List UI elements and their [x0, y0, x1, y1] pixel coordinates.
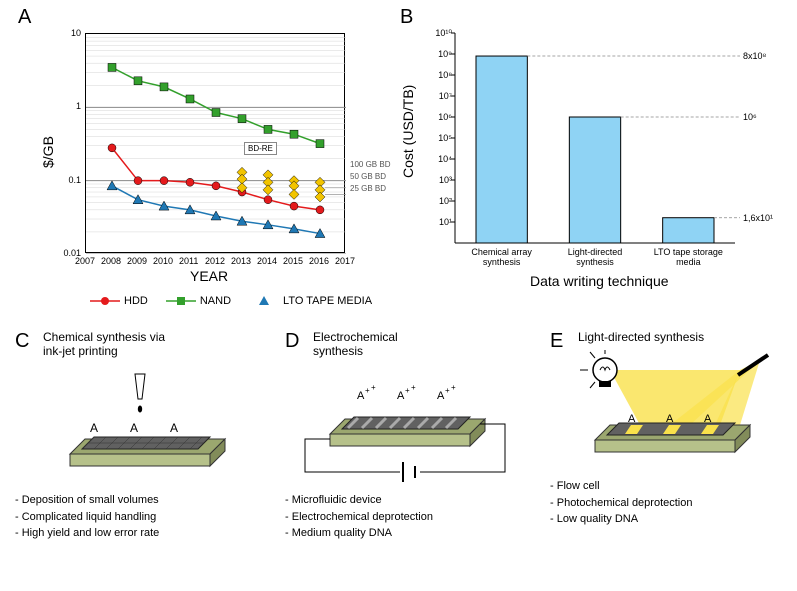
bullets-d: Microfluidic device Electrochemical depr…: [285, 492, 540, 542]
bd-label-100: 100 GB BD: [350, 160, 390, 169]
bd-label-25: 25 GB BD: [350, 184, 386, 193]
bullets-e: Flow cell Photochemical deprotection Low…: [550, 478, 790, 528]
letter-a2: A: [130, 421, 138, 435]
axis-a-ylabel: $/GB: [40, 136, 56, 168]
svg-text:A: A: [628, 413, 636, 425]
svg-text:+: +: [365, 386, 370, 395]
svg-text:+: +: [451, 383, 456, 392]
bullet-c-0: Deposition of small volumes: [15, 492, 270, 509]
svg-text:+: +: [405, 386, 410, 395]
panel-e: Light-directed synthesis: [550, 330, 790, 528]
bullets-c: Deposition of small volumes Complicated …: [15, 492, 270, 542]
svg-text:A: A: [397, 390, 405, 402]
bullet-c-2: High yield and low error rate: [15, 525, 270, 542]
bullet-e-0: Flow cell: [550, 478, 790, 495]
diagram-e-svg: A A A: [550, 350, 790, 470]
chart-a-svg: [86, 34, 346, 254]
panel-e-title: Light-directed synthesis: [578, 330, 790, 344]
bdre-box: BD-RE: [244, 142, 277, 155]
diagram-c-svg: A A A: [15, 364, 265, 484]
legend-a: HDDNANDLTO TAPE MEDIA: [90, 295, 390, 310]
svg-text:A: A: [357, 390, 365, 402]
svg-text:A: A: [437, 390, 445, 402]
bullet-d-1: Electrochemical deprotection: [285, 509, 540, 526]
diagram-d-svg: A++ A++ A++: [285, 364, 535, 484]
panel-d-title: Electrochemical synthesis: [313, 330, 540, 358]
panel-c-title: Chemical synthesis via ink-jet printing: [43, 330, 270, 358]
panel-b: Cost (USD/TB) 10¹10²10³10⁴10⁵10⁶10⁷10⁸10…: [400, 8, 780, 288]
panel-a: $/GB BD-RE 100 GB BD 50 GB BD 25 GB BD 2…: [30, 8, 370, 288]
diagram-c: A A A: [15, 364, 270, 484]
diagram-e: A A A: [550, 350, 790, 470]
bullet-e-1: Photochemical deprotection: [550, 495, 790, 512]
svg-text:+: +: [411, 383, 416, 392]
chart-a: BD-RE: [85, 33, 345, 253]
axis-a-xlabel: YEAR: [190, 268, 228, 284]
bd-label-50: 50 GB BD: [350, 172, 386, 181]
letter-a3: A: [170, 421, 178, 435]
svg-text:+: +: [371, 383, 376, 392]
diagram-d: A++ A++ A++: [285, 364, 540, 484]
svg-text:A: A: [666, 413, 674, 425]
bullet-d-2: Medium quality DNA: [285, 525, 540, 542]
panel-c: Chemical synthesis via ink-jet printing: [15, 330, 270, 542]
panel-d: Electrochemical synthesis A++ A++ A++: [285, 330, 540, 542]
svg-text:+: +: [445, 386, 450, 395]
bullet-c-1: Complicated liquid handling: [15, 509, 270, 526]
svg-text:A: A: [704, 413, 712, 425]
axis-b-ylabel: Cost (USD/TB): [400, 85, 416, 178]
letter-a1: A: [90, 421, 98, 435]
axis-b-xlabel: Data writing technique: [530, 273, 669, 289]
bullet-d-0: Microfluidic device: [285, 492, 540, 509]
bullet-e-2: Low quality DNA: [550, 511, 790, 528]
